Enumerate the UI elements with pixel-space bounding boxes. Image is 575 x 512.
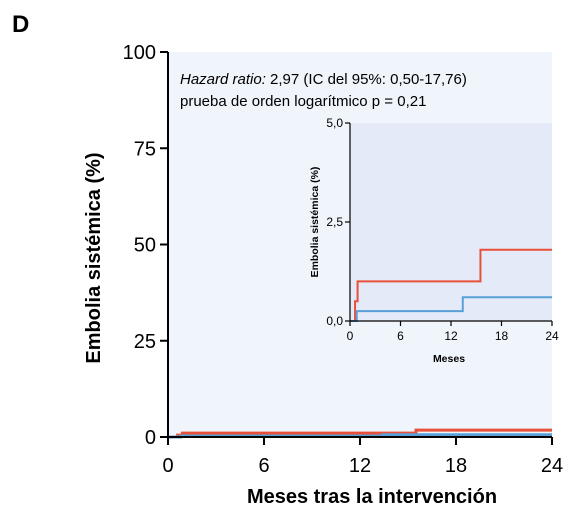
inset-x-tick-label: 18 xyxy=(495,329,509,343)
x-tick-label: 18 xyxy=(445,455,467,477)
inset-y-tick-label: 2,5 xyxy=(326,215,343,229)
y-tick-label: 0 xyxy=(145,427,156,449)
x-axis-title: Meses tras la intervención xyxy=(247,486,497,508)
inset-x-tick-label: 12 xyxy=(444,329,458,343)
y-tick-label: 75 xyxy=(134,138,156,160)
hazard-ratio-text: Hazard ratio: 2,97 (IC del 95%: 0,50-17,… xyxy=(180,71,467,88)
x-tick-label: 24 xyxy=(541,455,563,477)
inset-y-tick-label: 0,0 xyxy=(326,314,343,328)
x-tick-label: 6 xyxy=(258,455,269,477)
inset-x-tick-label: 6 xyxy=(397,329,404,343)
x-tick-label: 12 xyxy=(349,455,371,477)
inset-y-axis-title: Embolia sistémica (%) xyxy=(309,167,321,278)
inset-y-tick-label: 5,0 xyxy=(326,116,343,130)
log-rank-text: prueba de orden logarítmico p = 0,21 xyxy=(180,93,426,110)
y-axis-title: Embolia sistémica (%) xyxy=(83,152,105,363)
inset-x-tick-label: 0 xyxy=(347,329,354,343)
hazard-ratio-label: Hazard ratio: xyxy=(180,71,266,88)
y-tick-label: 100 xyxy=(123,42,156,64)
x-tick-label: 0 xyxy=(162,455,173,477)
hazard-ratio-value: 2,97 (IC del 95%: 0,50-17,76) xyxy=(266,71,467,88)
panel-label: D xyxy=(12,11,29,38)
y-tick-label: 50 xyxy=(134,235,156,257)
y-tick-label: 25 xyxy=(134,331,156,353)
inset-x-axis-title: Meses xyxy=(433,353,465,365)
inset-x-tick-label: 24 xyxy=(545,329,559,343)
inset-plot-area xyxy=(350,123,552,321)
inset-series-line-1 xyxy=(350,248,552,322)
